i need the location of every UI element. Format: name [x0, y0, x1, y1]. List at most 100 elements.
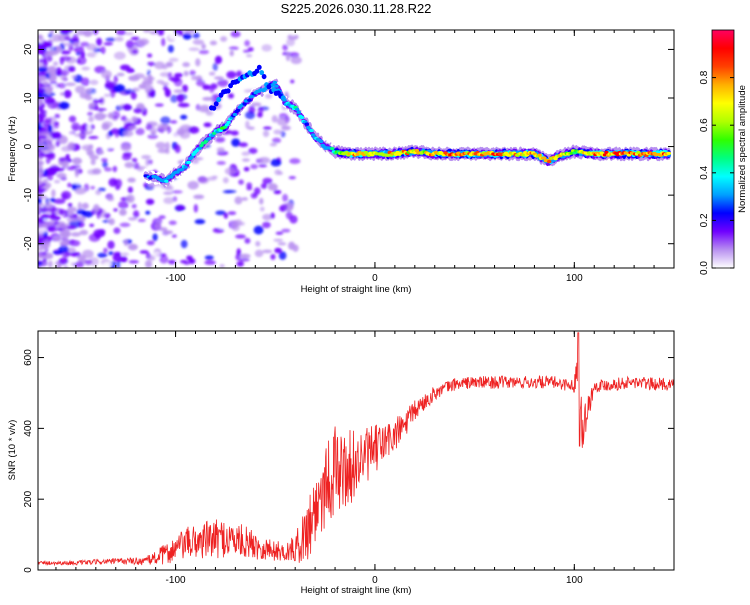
noise-blob — [133, 107, 143, 114]
noise-blob — [130, 91, 137, 100]
noise-blob — [248, 147, 258, 154]
noise-blob — [46, 175, 54, 181]
noise-blob — [193, 194, 205, 200]
noise-blob — [198, 105, 210, 113]
snr-ytick-label: 200 — [23, 490, 34, 507]
snr-frame — [37, 330, 675, 571]
noise-blob — [113, 51, 126, 60]
noise-blob — [261, 44, 272, 52]
noise-blob — [120, 252, 130, 256]
noise-blob — [194, 219, 206, 225]
snr-ytick-label: 600 — [23, 349, 34, 366]
noise-blob — [288, 176, 296, 180]
noise-blob — [168, 259, 176, 265]
noise-blob — [212, 62, 218, 72]
noise-blob — [49, 80, 57, 85]
noise-blob — [231, 138, 241, 147]
noise-blob — [155, 141, 166, 149]
noise-blob — [104, 167, 113, 172]
noise-blob — [227, 211, 237, 215]
noise-blob — [227, 93, 234, 99]
noise-blob — [257, 106, 264, 115]
noise-blob — [159, 255, 169, 264]
noise-blob — [131, 158, 138, 163]
ridge-cell — [414, 149, 420, 153]
spectrogram-ytick-label: -10 — [23, 187, 34, 202]
spectrogram-x-label: Height of straight line (km) — [301, 284, 412, 295]
noise-blob — [224, 189, 237, 194]
noise-blob — [188, 47, 200, 52]
colorbar-gradient — [711, 29, 735, 269]
noise-blob — [139, 250, 149, 254]
noise-blob — [236, 261, 244, 267]
noise-blob — [142, 63, 148, 72]
noise-blob — [161, 37, 166, 47]
noise-blob — [38, 135, 48, 139]
noise-blob — [180, 259, 188, 264]
noise-blob — [143, 30, 151, 33]
noise-blob — [164, 88, 171, 98]
noise-blob — [168, 220, 177, 225]
noise-blob — [259, 206, 265, 212]
noise-blob — [73, 42, 80, 47]
ridge-cell — [199, 143, 204, 148]
ridge-cell — [666, 151, 672, 155]
noise-blob — [48, 47, 55, 51]
noise-blob — [177, 102, 190, 108]
noise-blob — [127, 243, 138, 251]
chart-title: S225.2026.030.11.28.R22 — [281, 1, 432, 16]
noise-blob — [203, 122, 212, 128]
noise-blob — [232, 219, 239, 227]
noise-blob — [144, 259, 153, 268]
ridge-branch-cell — [280, 95, 286, 101]
noise-blob — [62, 42, 73, 47]
colorbar: 0.0 0.2 0.4 0.6 0.8 Normalized spectral ampl… — [699, 29, 748, 275]
noise-blob — [71, 75, 77, 79]
noise-blob — [58, 101, 70, 110]
noise-blob — [250, 163, 258, 170]
noise-blob — [66, 217, 77, 222]
ridge-cell — [272, 80, 278, 85]
colorbar-tick-label: 0.2 — [699, 213, 710, 227]
noise-blob — [89, 223, 95, 227]
noise-blob — [158, 215, 166, 220]
noise-blob — [75, 51, 82, 56]
noise-blob — [243, 166, 250, 172]
noise-blob — [147, 182, 156, 188]
noise-blob — [124, 161, 134, 169]
noise-blob — [38, 254, 47, 259]
noise-blob — [253, 187, 261, 195]
noise-blob — [87, 150, 95, 157]
noise-blob — [262, 213, 273, 221]
noise-blob — [273, 129, 282, 135]
ridge-cell — [537, 153, 542, 157]
noise-blob — [274, 247, 282, 254]
noise-blob — [191, 160, 199, 164]
noise-blob — [131, 49, 139, 54]
noise-blob — [74, 133, 86, 138]
noise-blob — [38, 198, 42, 205]
snr-ytick-label: 400 — [23, 420, 34, 437]
noise-blob — [55, 45, 62, 53]
noise-blob — [89, 79, 99, 86]
noise-blob — [259, 197, 264, 205]
noise-blob — [50, 144, 56, 150]
noise-blob — [64, 210, 70, 216]
noise-blob — [38, 43, 42, 51]
noise-blob — [116, 72, 125, 77]
noise-blob — [73, 261, 85, 268]
noise-blob — [270, 253, 276, 260]
noise-blob — [210, 83, 218, 90]
noise-blob — [154, 103, 164, 107]
ridge-branch-cell — [216, 96, 222, 103]
noise-blob — [148, 255, 156, 261]
noise-blob — [58, 245, 69, 254]
ridge-branch-cell — [254, 68, 260, 74]
noise-blob — [102, 261, 113, 268]
noise-blob — [280, 125, 291, 131]
noise-blob — [152, 233, 158, 242]
noise-blob — [258, 156, 271, 164]
noise-blob — [192, 39, 205, 45]
ridge-branch-cell — [261, 73, 267, 80]
noise-blob — [56, 172, 67, 179]
